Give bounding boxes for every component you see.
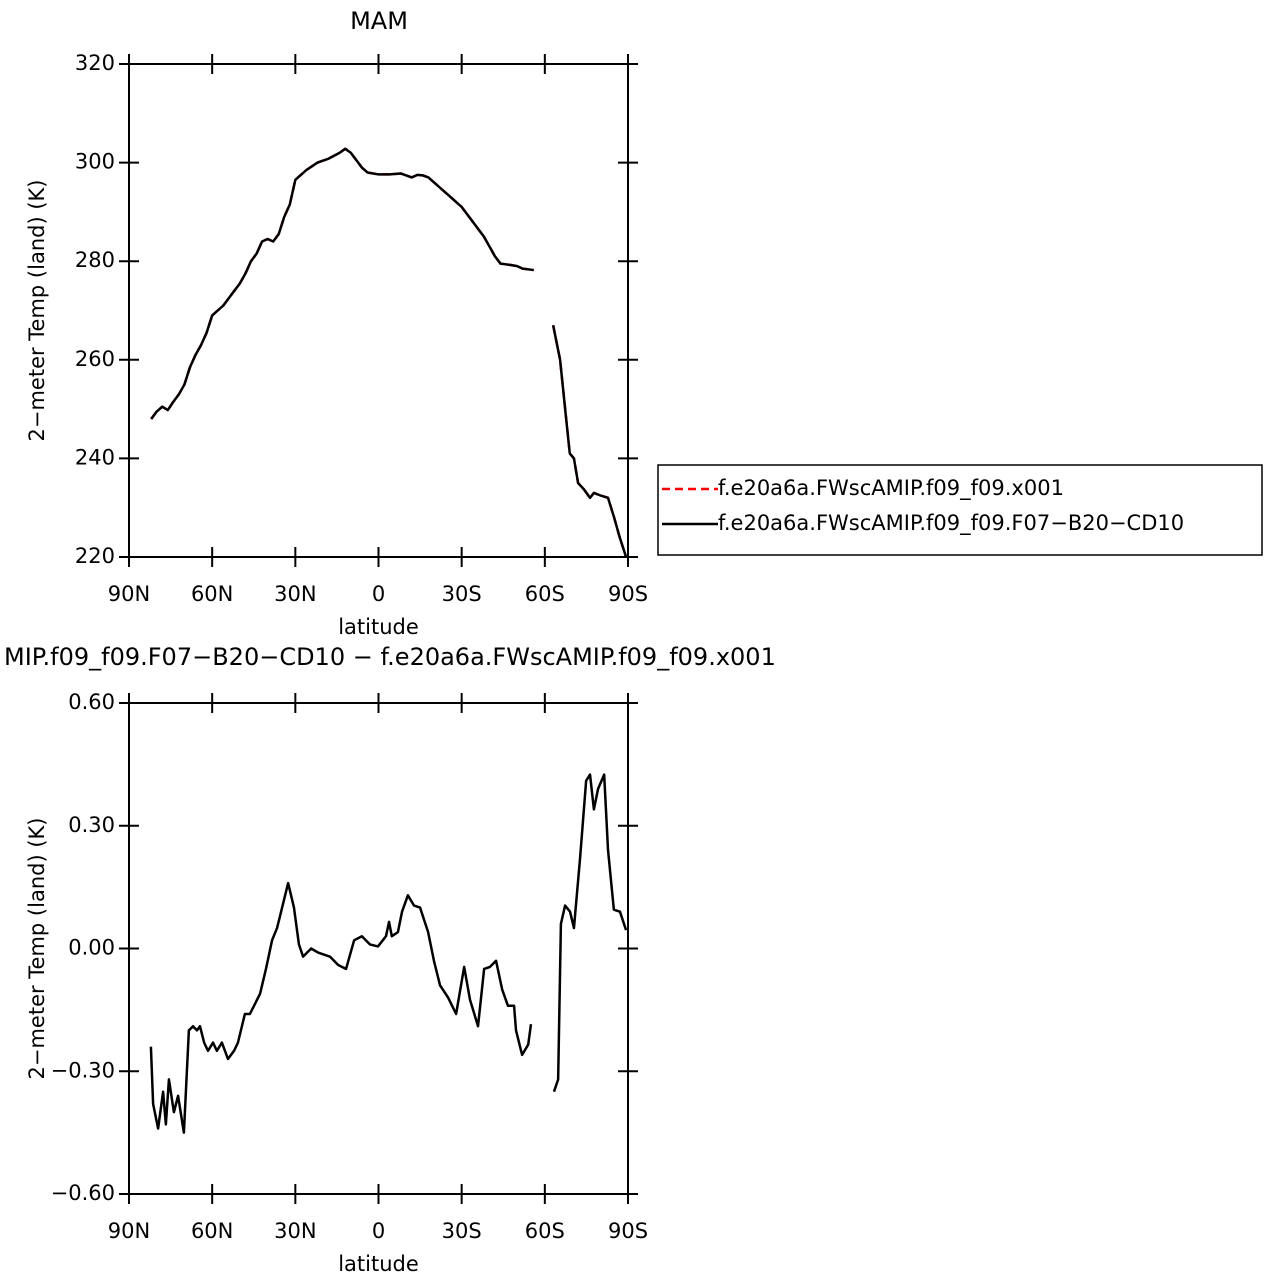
x-axis-label: latitude <box>338 615 419 639</box>
x-tick-label: 30S <box>442 1219 482 1243</box>
y-tick-label: 260 <box>75 347 115 371</box>
y-tick-label: −0.30 <box>51 1058 115 1082</box>
x-tick-label: 30N <box>274 1219 316 1243</box>
data-line <box>150 147 628 558</box>
y-tick-label: 220 <box>75 544 115 568</box>
chart-title: MIP.f09_f09.F07−B20−CD10 − f.e20a6a.FWsc… <box>4 643 776 671</box>
y-tick-label: 0.60 <box>68 690 115 714</box>
y-tick-label: 280 <box>75 248 115 272</box>
plot-frame <box>128 702 629 1195</box>
legend-label: f.e20a6a.FWscAMIP.f09_f09.F07−B20−CD10 <box>718 511 1184 536</box>
x-tick-label: 0 <box>372 1219 385 1243</box>
x-tick-label: 90S <box>608 1219 648 1243</box>
y-tick-label: 320 <box>75 51 115 75</box>
x-tick-label: 60S <box>525 1219 565 1243</box>
chart-title: MAM <box>350 7 408 35</box>
y-tick-label: 240 <box>75 445 115 469</box>
x-tick-label: 60N <box>191 582 233 606</box>
x-tick-label: 60S <box>525 582 565 606</box>
legend-box <box>657 464 1263 556</box>
x-tick-label: 90S <box>608 582 648 606</box>
x-tick-label: 0 <box>372 582 385 606</box>
y-axis-label: 2−meter Temp (land) (K) <box>25 180 49 442</box>
legend-label: f.e20a6a.FWscAMIP.f09_f09.x001 <box>718 476 1064 501</box>
y-tick-label: 300 <box>75 150 115 174</box>
y-tick-label: −0.60 <box>51 1181 115 1205</box>
data-line <box>149 773 628 1134</box>
x-tick-label: 90N <box>108 582 150 606</box>
x-tick-label: 90N <box>108 1219 150 1243</box>
y-axis-label: 2−meter Temp (land) (K) <box>25 818 49 1080</box>
x-tick-label: 30N <box>274 582 316 606</box>
x-tick-label: 60N <box>191 1219 233 1243</box>
y-tick-label: 0.30 <box>68 813 115 837</box>
x-axis-label: latitude <box>338 1252 419 1276</box>
plot-frame <box>128 63 629 558</box>
data-line <box>150 147 628 558</box>
y-tick-label: 0.00 <box>68 936 115 960</box>
x-tick-label: 30S <box>442 582 482 606</box>
